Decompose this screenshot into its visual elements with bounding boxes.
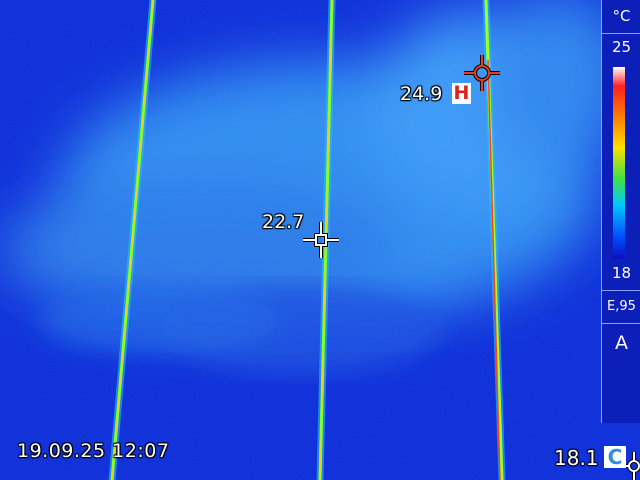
hotspot-badge: H — [452, 83, 471, 104]
timestamp: 19.09.25 12:07 — [17, 440, 169, 462]
unit-label: °C — [602, 0, 640, 34]
scale-max-value: 25 — [602, 38, 640, 56]
emissivity-label: E,95 — [602, 290, 640, 324]
scale-min-value: 18 — [602, 264, 640, 282]
center-spot-temperature: 22.7 — [262, 211, 304, 233]
mode-indicator: A — [602, 323, 640, 363]
coldspot-badge: C — [604, 446, 626, 468]
color-scale-bar — [613, 67, 625, 259]
coldspot-temperature: 18.1 — [554, 446, 599, 470]
hotspot-temperature: 24.9 — [400, 83, 442, 105]
